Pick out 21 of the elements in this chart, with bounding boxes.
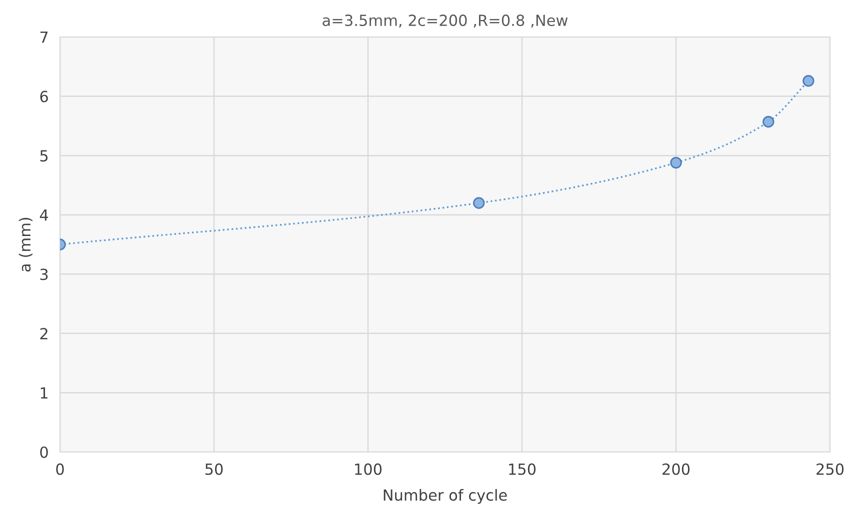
x-tick-label: 50 — [205, 463, 223, 475]
y-tick-label: 2 — [40, 328, 48, 340]
y-tick-label: 4 — [40, 210, 48, 221]
x-tick-label: 100 — [355, 463, 382, 475]
y-tick-label: 0 — [40, 446, 48, 458]
point — [802, 75, 814, 87]
x-tick-label: 200 — [662, 463, 690, 475]
chart-title: a=3.5mm, 2c=200 ,R=0.8 ,New — [322, 14, 568, 28]
y-tick-label: 6 — [40, 90, 48, 102]
point — [762, 116, 774, 128]
y-axis-title: a (mm) — [18, 218, 32, 272]
x-tick-label: 250 — [816, 463, 844, 475]
x-tick-label: 0 — [56, 463, 64, 475]
y-tick-label: 7 — [40, 32, 48, 43]
y-tick-label: 1 — [40, 387, 48, 399]
point — [473, 197, 485, 209]
y-tick-label: 5 — [40, 150, 48, 162]
x-axis-title: Number of cycle — [384, 489, 507, 504]
y-tick-label: 3 — [40, 268, 48, 280]
point — [670, 156, 682, 169]
x-tick-label: 150 — [509, 463, 536, 475]
